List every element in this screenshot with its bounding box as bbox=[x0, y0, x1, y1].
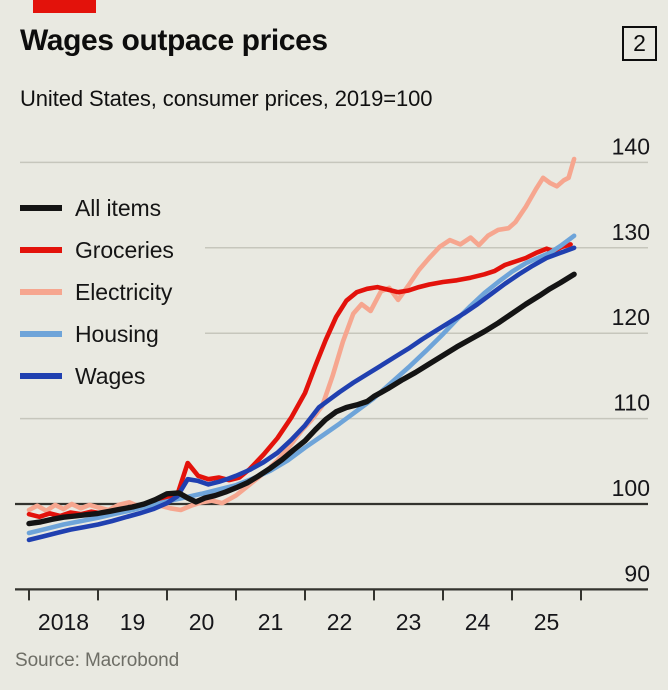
series-line-all-items bbox=[26, 271, 577, 527]
x-axis-label: 2018 bbox=[38, 609, 89, 635]
legend-label: All items bbox=[75, 194, 162, 221]
y-axis-label: 100 bbox=[612, 475, 650, 501]
series-line-housing bbox=[26, 233, 577, 536]
legend-item-groceries: Groceries bbox=[20, 229, 174, 271]
legend-label: Housing bbox=[75, 320, 159, 347]
legend-label: Wages bbox=[75, 362, 146, 389]
figure-number-box: 2 bbox=[622, 26, 657, 61]
page-title: Wages outpace prices bbox=[20, 24, 328, 57]
chart-subtitle: United States, consumer prices, 2019=100 bbox=[20, 86, 433, 111]
x-axis-label: 21 bbox=[258, 609, 284, 635]
series-line-wages bbox=[26, 245, 577, 543]
y-axis-label: 140 bbox=[612, 133, 650, 159]
economist-red-tab bbox=[33, 0, 96, 13]
legend-item-electricity: Electricity bbox=[20, 271, 174, 313]
legend-label: Groceries bbox=[75, 236, 174, 263]
legend-item-all-items: All items bbox=[20, 187, 174, 229]
legend-swatch-housing bbox=[20, 331, 62, 337]
y-axis-label: 120 bbox=[612, 304, 650, 330]
legend-swatch-groceries bbox=[20, 247, 62, 253]
legend-swatch-all-items bbox=[20, 205, 62, 211]
x-axis-label: 23 bbox=[396, 609, 422, 635]
y-axis-label: 90 bbox=[624, 560, 650, 586]
legend-swatch-electricity bbox=[20, 289, 62, 295]
x-axis-label: 19 bbox=[120, 609, 146, 635]
x-axis-label: 20 bbox=[189, 609, 215, 635]
x-axis-label: 24 bbox=[465, 609, 491, 635]
legend-swatch-wages bbox=[20, 373, 62, 379]
source-note: Source: Macrobond bbox=[15, 650, 180, 671]
y-axis-label: 130 bbox=[612, 219, 650, 245]
figure-number: 2 bbox=[633, 30, 646, 56]
x-axis-label: 22 bbox=[327, 609, 353, 635]
chart-legend: All items Groceries Electricity Housing … bbox=[20, 187, 174, 397]
legend-item-housing: Housing bbox=[20, 313, 174, 355]
legend-item-wages: Wages bbox=[20, 355, 174, 397]
y-axis-label: 110 bbox=[613, 390, 650, 416]
legend-label: Electricity bbox=[75, 278, 173, 305]
x-axis-label: 25 bbox=[534, 609, 560, 635]
